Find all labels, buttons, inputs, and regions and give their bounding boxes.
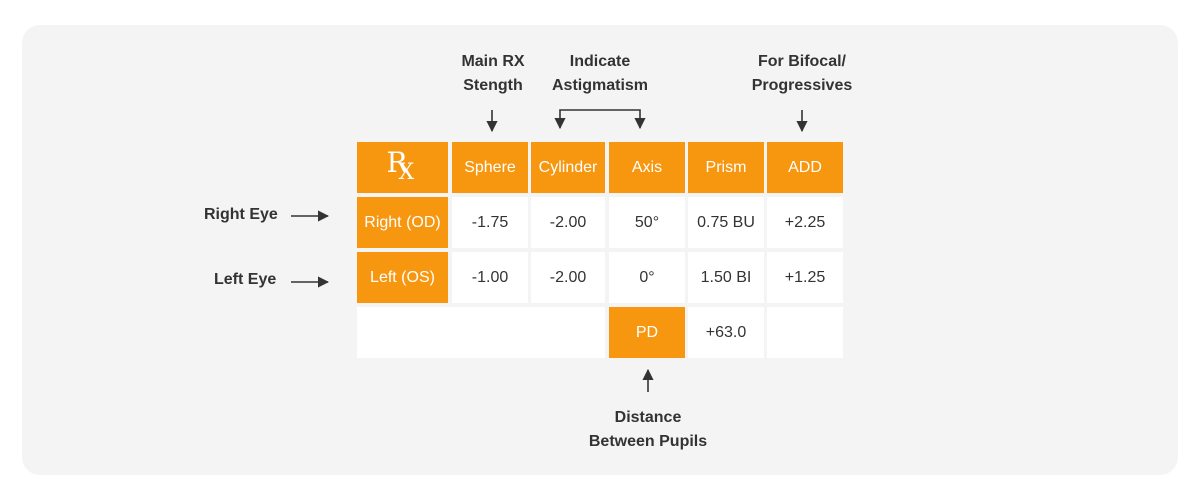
row-label-right-od: Right (OD) bbox=[357, 197, 448, 248]
main-rx-note: Main RX Stength bbox=[440, 50, 546, 98]
right-cylinder-value: -2.00 bbox=[531, 197, 605, 248]
pd-label: PD bbox=[609, 307, 685, 358]
distance-note: Distance Between Pupils bbox=[572, 406, 724, 454]
right-prism-value: 0.75 BU bbox=[688, 197, 764, 248]
right-add-value: +2.25 bbox=[767, 197, 843, 248]
header-sphere: Sphere bbox=[452, 142, 528, 193]
distance-note-text: Distance Between Pupils bbox=[588, 409, 708, 450]
right-axis-value: 50° bbox=[609, 197, 685, 248]
left-sphere-value: -1.00 bbox=[452, 252, 528, 303]
main-rx-note-text: Main RX Stength bbox=[461, 53, 525, 94]
left-eye-label: Left Eye bbox=[214, 271, 277, 288]
right-eye-label: Right Eye bbox=[204, 206, 278, 223]
right-sphere-value: -1.75 bbox=[452, 197, 528, 248]
astigmatism-note-text: Indicate Astigmatism bbox=[551, 53, 649, 94]
left-prism-value: 1.50 BI bbox=[688, 252, 764, 303]
header-prism: Prism bbox=[688, 142, 764, 193]
row-label-left-os: Left (OS) bbox=[357, 252, 448, 303]
astigmatism-note: Indicate Astigmatism bbox=[538, 50, 662, 98]
left-add-value: +1.25 bbox=[767, 252, 843, 303]
left-cylinder-value: -2.00 bbox=[531, 252, 605, 303]
pd-value: +63.0 bbox=[688, 307, 764, 358]
left-axis-value: 0° bbox=[609, 252, 685, 303]
pd-row-blank-end bbox=[767, 307, 843, 358]
bifocal-note: For Bifocal/ Progressives bbox=[736, 50, 868, 98]
header-add: ADD bbox=[767, 142, 843, 193]
header-cylinder: Cylinder bbox=[531, 142, 605, 193]
bifocal-note-text: For Bifocal/ Progressives bbox=[751, 53, 853, 94]
header-axis: Axis bbox=[609, 142, 685, 193]
pd-row-blank bbox=[357, 307, 605, 358]
diagram-panel bbox=[22, 25, 1178, 475]
